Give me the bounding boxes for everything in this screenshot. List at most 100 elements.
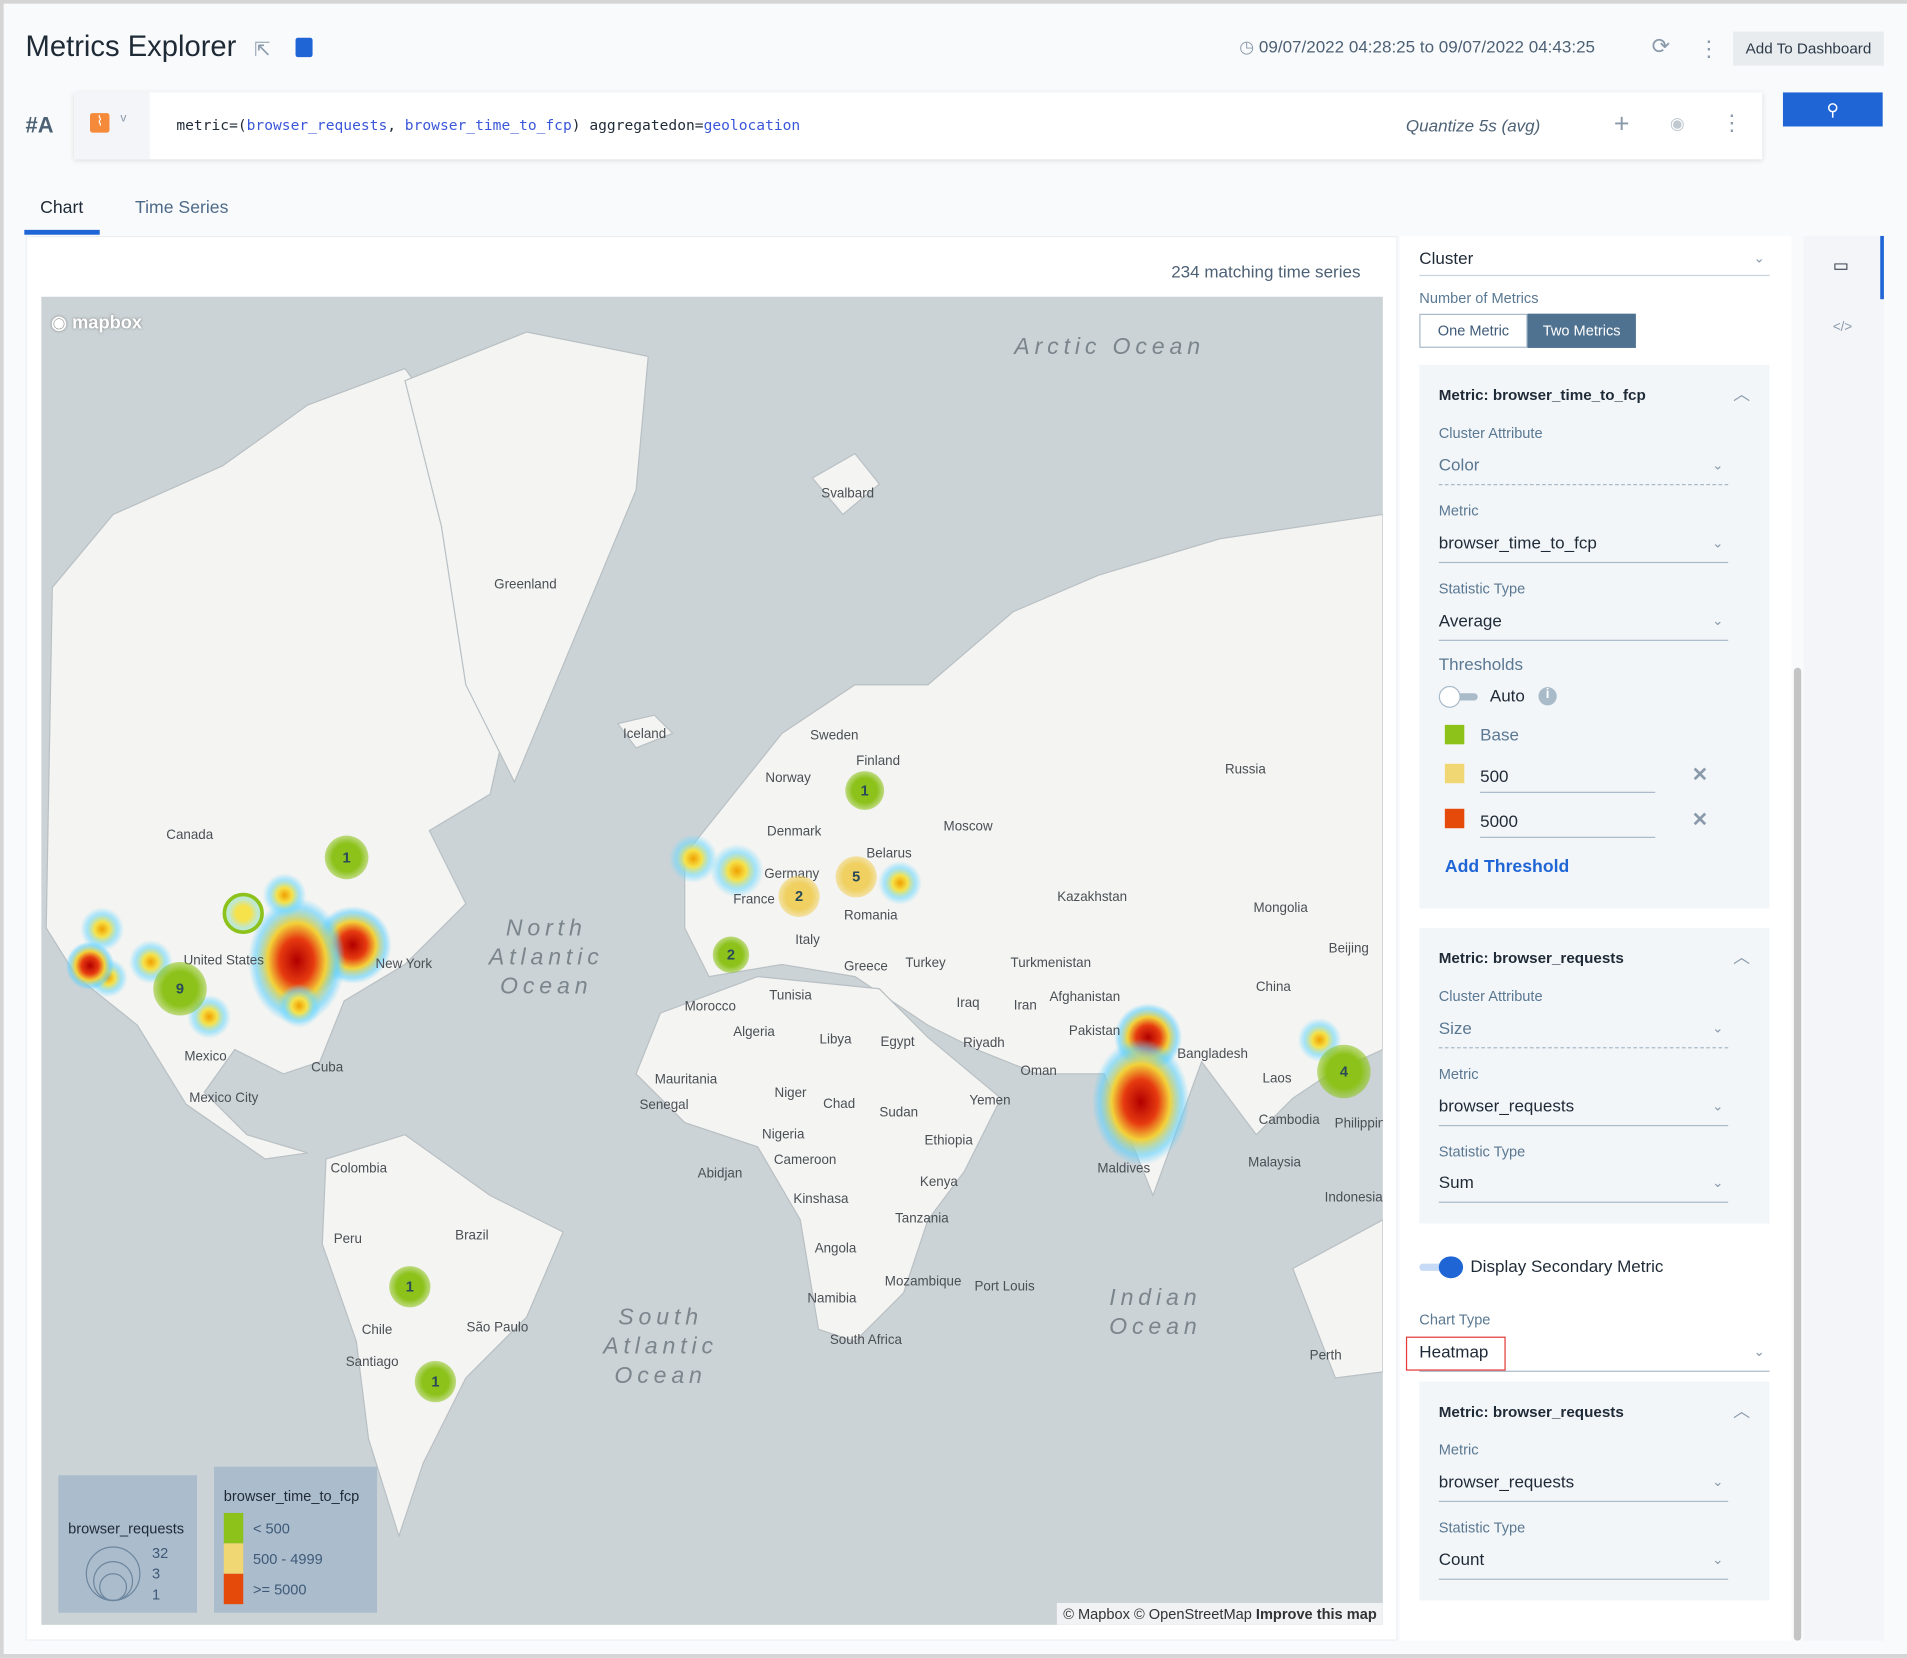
threshold-color-swatch[interactable] [1444,763,1465,784]
card-title: Metric: browser_requests [1438,1403,1624,1421]
chevron-up-icon[interactable]: ︿ [1733,384,1751,404]
tab-time-series[interactable]: Time Series [134,198,229,218]
cluster-marker[interactable]: 1 [389,1266,431,1308]
map-place-label: Nigeria [762,1127,805,1143]
metric-select[interactable]: browser_requests ⌄ [1438,1096,1729,1128]
add-threshold-link[interactable]: Add Threshold [1444,857,1570,877]
cluster-marker[interactable]: 2 [778,875,820,918]
time-range[interactable]: ◷ 09/07/2022 04:28:25 to 09/07/2022 04:4… [1239,36,1595,57]
close-icon[interactable]: ✕ [1691,764,1709,786]
query-input[interactable]: metric=(browser_requests, browser_time_t… [176,116,801,134]
map-place-label: Pakistan [1068,1024,1121,1039]
ocean-label: South Atlantic Ocean [603,1304,718,1389]
cluster-marker[interactable]: 4 [1317,1044,1371,1099]
query-label: #A [25,113,54,138]
heat-blob [878,861,922,905]
color-legend-label: >= 5000 [252,1581,307,1599]
statistic-type-select[interactable]: Average ⌄ [1438,611,1729,643]
world-map[interactable]: ◉ mapbox Greenland Svalbard Iceland Sweden F… [41,296,1383,1625]
threshold-input[interactable]: 5000 [1480,811,1656,838]
map-place-label: Port Louis [974,1279,1035,1295]
map-place-label: Turkmenistan [1010,955,1092,971]
map-place-label: Oman [1020,1064,1057,1079]
metric-select[interactable]: browser_time_to_fcp ⌄ [1438,533,1729,565]
size-legend-title: browser_requests [68,1520,185,1538]
statistic-type-select[interactable]: Count ⌄ [1438,1549,1729,1581]
map-place-label: Peru [333,1232,362,1247]
heat-blob [65,941,115,990]
threshold-color-swatch[interactable] [1444,724,1465,745]
cluster-attribute-select[interactable]: Color ⌄ [1438,455,1729,487]
cluster-attribute-select[interactable]: Size ⌄ [1438,1018,1729,1050]
threshold-base: Base [1480,724,1519,745]
map-place-label: Greece [843,959,888,975]
map-place-label: Russia [1224,762,1266,778]
iceland [616,714,674,749]
quantize-label[interactable]: Quantize 5s (avg) [1405,115,1541,135]
right-rail: ▭ </> [1803,235,1884,1641]
more-icon[interactable]: ⋮ [1720,110,1743,135]
cluster-marker[interactable]: 1 [414,1360,457,1403]
map-place-label: Kinshasa [793,1191,849,1207]
map-place-label: New York [375,957,433,972]
tab-chart[interactable]: Chart [40,198,84,218]
plus-icon[interactable]: + [1613,108,1630,139]
line-chart-icon: ⌇ [89,113,110,133]
threshold-color-swatch[interactable] [1444,808,1465,829]
time-range-text: 09/07/2022 04:28:25 to 09/07/2022 04:43:… [1258,36,1596,56]
cluster-marker[interactable]: 1 [324,835,369,880]
ocean-label: Arctic Ocean [1014,334,1205,360]
save-icon[interactable] [295,37,313,58]
size-legend-value: 3 [152,1565,161,1583]
close-icon[interactable]: ✕ [1691,809,1709,831]
ocean-label: North Atlantic Ocean [488,915,604,1000]
map-place-label: Denmark [767,824,822,840]
cluster-marker[interactable]: 9 [153,962,207,1016]
map-place-label: Riyadh [963,1036,1005,1051]
cluster-select[interactable]: Cluster ⌄ [1419,248,1770,277]
code-icon[interactable]: </> [1832,319,1853,335]
size-legend: browser_requests 32 3 1 [58,1475,198,1613]
size-legend-value: 1 [152,1585,161,1603]
map-place-label: Santiago [345,1354,399,1370]
info-icon[interactable]: i [1538,687,1557,706]
color-legend: browser_time_to_fcp < 500 500 - 4999 >= 50… [214,1466,378,1613]
highlight-box [1405,1336,1506,1371]
map-place-label: Beijing [1328,941,1369,956]
map-place-label: Cambodia [1258,1112,1320,1128]
chart-type-select[interactable]: Heatmap ⌄ [1405,1336,1770,1372]
map-place-label: Namibia [807,1291,857,1307]
australia [1292,1219,1383,1379]
statistic-type-select[interactable]: Sum ⌄ [1438,1172,1729,1204]
cluster-marker[interactable]: 2 [712,936,750,973]
search-button[interactable]: ⚲ [1782,92,1883,127]
cluster-marker[interactable]: 5 [835,856,877,898]
chevron-up-icon[interactable]: ︿ [1733,947,1751,967]
ocean-label: Indian Ocean [1109,1285,1202,1341]
two-metrics-button[interactable]: Two Metrics [1527,313,1636,348]
share-icon[interactable]: ⇱ [254,40,271,61]
color-legend-label: < 500 [252,1520,290,1538]
color-legend-label: 500 - 4999 [252,1550,323,1568]
chevron-up-icon[interactable]: ︿ [1733,1401,1751,1421]
auto-toggle[interactable] [1438,685,1480,708]
metric-card-requests: Metric: browser_requests ︿ Cluster Attri… [1419,927,1770,1224]
metric-card-fcp: Metric: browser_time_to_fcp ︿ Cluster At… [1419,364,1770,909]
threshold-input[interactable]: 500 [1480,766,1656,793]
metric-card-heatmap: Metric: browser_requests ︿ Metric browse… [1419,1381,1770,1601]
secondary-metric-toggle[interactable] [1419,1256,1464,1279]
add-to-dashboard-button[interactable]: Add To Dashboard [1733,31,1884,66]
cluster-marker[interactable] [222,892,264,935]
more-icon[interactable]: ⋮ [1697,36,1720,61]
cluster-marker[interactable]: 1 [845,771,885,810]
eye-icon[interactable]: ◉ [1669,113,1685,133]
monitor-icon[interactable]: ▭ [1832,255,1849,275]
one-metric-button[interactable]: One Metric [1419,313,1528,348]
improve-map-link[interactable]: Improve this map [1255,1605,1377,1623]
scrollbar[interactable] [1793,667,1802,1641]
heat-blob [248,897,346,1025]
metric-select[interactable]: browser_requests ⌄ [1438,1472,1729,1504]
page-title: Metrics Explorer [25,30,237,64]
refresh-icon[interactable]: ⟳ [1651,34,1670,59]
chart-type-selector[interactable]: ⌇ v [74,92,150,160]
